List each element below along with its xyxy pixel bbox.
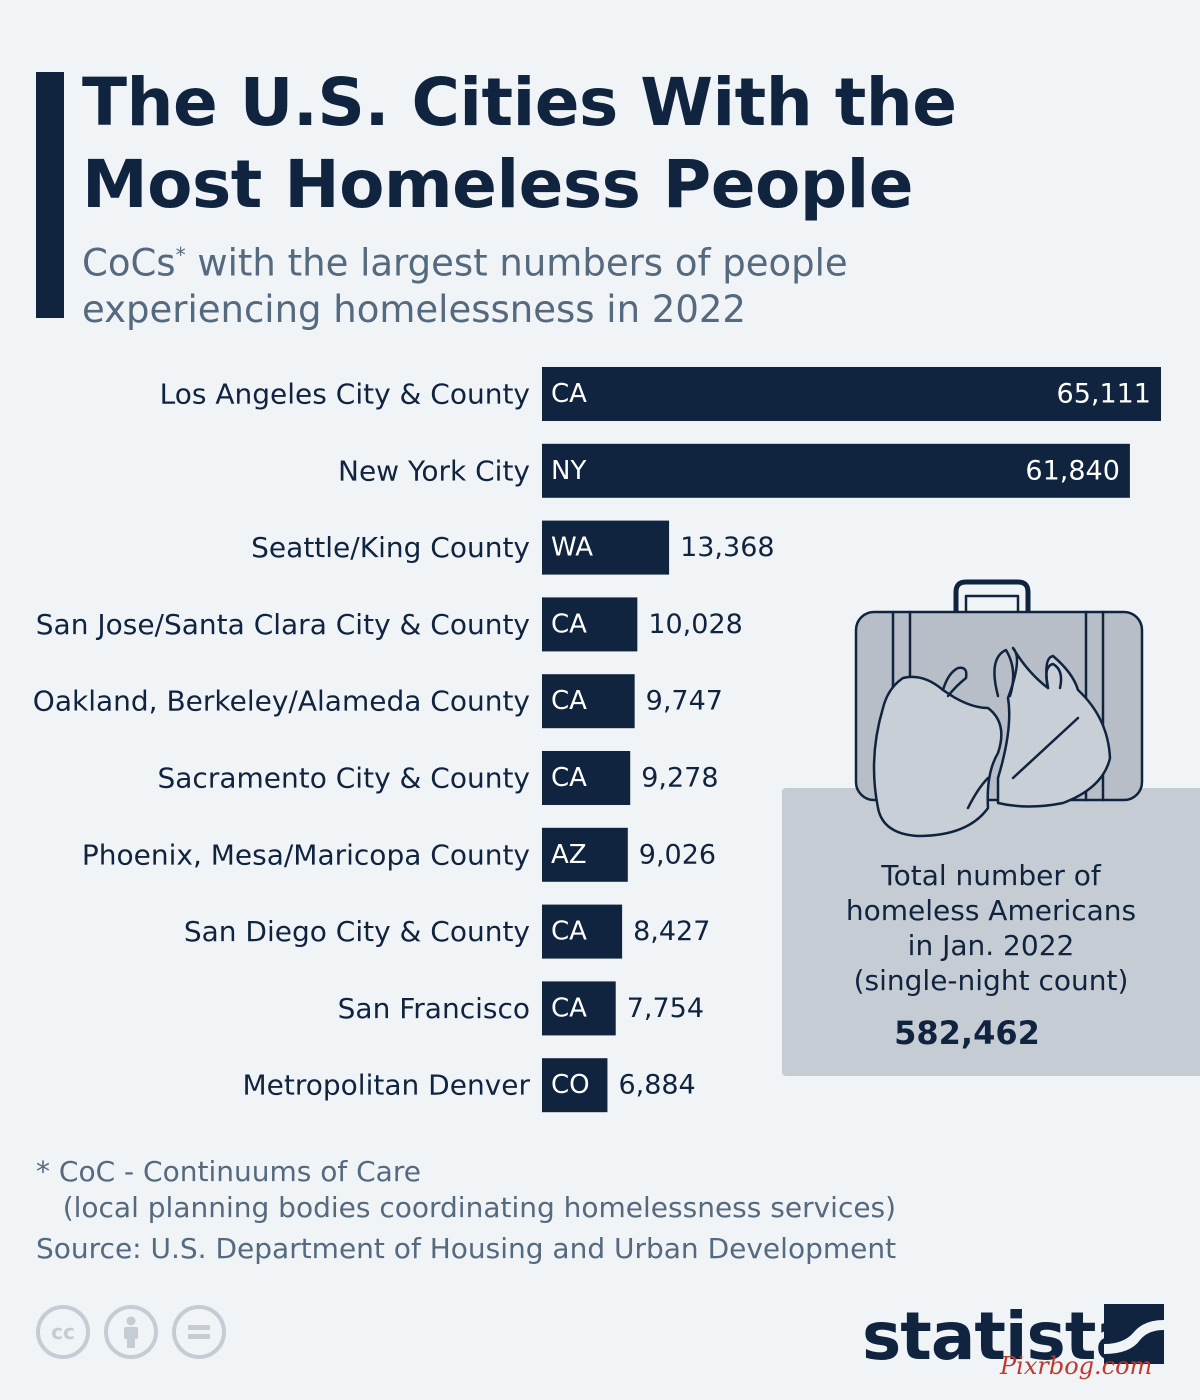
attribution-icon[interactable] xyxy=(104,1305,158,1359)
license-icons: cc xyxy=(36,1305,226,1359)
statista-logo-text[interactable]: statista xyxy=(862,1298,1140,1375)
subtitle-cocs: CoCs xyxy=(82,241,176,285)
no-derivatives-icon[interactable] xyxy=(172,1305,226,1359)
value-label: 6,884 xyxy=(618,1070,695,1101)
state-label: CA xyxy=(551,993,587,1023)
cc-icon[interactable]: cc xyxy=(36,1305,90,1359)
category-label: Phoenix, Mesa/Maricopa County xyxy=(82,838,530,871)
suitcase-with-bags-icon xyxy=(854,579,1144,838)
bar xyxy=(542,751,631,805)
person-icon xyxy=(124,1316,138,1348)
value-label: 9,747 xyxy=(646,686,723,717)
total-info-value: 582,462 xyxy=(894,1014,1040,1052)
source-note: Source: U.S. Department of Housing and U… xyxy=(36,1232,897,1265)
equals-icon xyxy=(188,1325,210,1339)
bar xyxy=(542,520,670,575)
value-label: 61,840 xyxy=(1025,455,1119,486)
category-label: New York City xyxy=(338,454,530,487)
total-info-label: Total number of homeless Americans in Ja… xyxy=(782,858,1200,998)
category-label: Metropolitan Denver xyxy=(243,1069,531,1102)
value-label: 13,368 xyxy=(680,532,774,563)
info-line-2: homeless Americans xyxy=(845,894,1137,927)
value-label: 10,028 xyxy=(648,609,742,640)
category-label: Oakland, Berkeley/Alameda County xyxy=(33,685,530,718)
watermark: Pixrbog.com xyxy=(1000,1352,1153,1380)
state-label: CA xyxy=(551,379,587,409)
total-info-box xyxy=(782,788,1200,1076)
bar xyxy=(542,827,628,882)
state-label: WA xyxy=(551,533,593,563)
subtitle-line-2: experiencing homelessness in 2022 xyxy=(82,288,746,332)
state-label: CA xyxy=(551,609,587,639)
info-line-3: in Jan. 2022 xyxy=(907,929,1075,962)
info-line-4: (single-night count) xyxy=(853,964,1129,997)
state-label: CA xyxy=(551,763,587,793)
state-label: CO xyxy=(551,1070,590,1100)
title-accent-bar xyxy=(36,72,64,318)
value-label: 9,026 xyxy=(639,839,716,870)
title-line-2: Most Homeless People xyxy=(82,146,913,223)
subtitle-asterisk: * xyxy=(175,243,186,267)
category-label: San Diego City & County xyxy=(184,915,530,948)
value-label: 8,427 xyxy=(633,916,710,947)
category-label: Sacramento City & County xyxy=(158,762,531,795)
bar xyxy=(542,904,623,959)
state-label: CA xyxy=(551,917,587,947)
bar xyxy=(542,367,1161,421)
state-label: NY xyxy=(551,456,586,486)
value-label: 7,754 xyxy=(627,993,704,1024)
category-label: Los Angeles City & County xyxy=(160,378,530,411)
state-label: CA xyxy=(551,686,587,716)
info-line-1: Total number of xyxy=(881,859,1101,892)
bar xyxy=(542,443,1130,498)
bar-chart: Los Angeles City & County CA 65,111 New Yor… xyxy=(33,367,1161,1113)
category-label: San Jose/Santa Clara City & County xyxy=(36,608,530,641)
cc-icon-text: cc xyxy=(51,1320,75,1344)
chart-title: The U.S. Cities With the Most Homeless P… xyxy=(82,62,1142,226)
bar xyxy=(542,674,635,729)
footnote: * CoC - Continuums of Care (local planni… xyxy=(36,1155,897,1224)
title-line-1: The U.S. Cities With the xyxy=(82,64,957,141)
value-label: 9,278 xyxy=(641,763,718,794)
state-label: AZ xyxy=(551,840,587,870)
category-label: Seattle/King County xyxy=(251,531,530,564)
statista-logo-mark-icon xyxy=(1104,1304,1164,1364)
bar xyxy=(542,1058,608,1113)
subtitle-rest: with the largest numbers of people xyxy=(185,241,848,285)
category-label: San Francisco xyxy=(338,992,530,1025)
chart-subtitle: CoCs* with the largest numbers of people… xyxy=(82,232,1142,333)
bar xyxy=(542,597,638,652)
value-label: 65,111 xyxy=(1057,379,1151,410)
bar xyxy=(542,981,616,1036)
